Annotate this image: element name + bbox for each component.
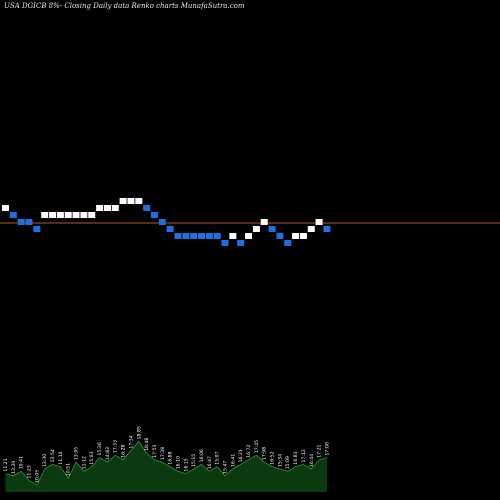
renko-brick-down: [17, 219, 25, 225]
renko-brick-down: [323, 226, 331, 232]
volume-label: 16:52: [270, 451, 276, 464]
renko-brick-up: [315, 219, 323, 225]
volume-label: 16:10: [175, 456, 181, 469]
volume-label: 13:30: [42, 454, 48, 467]
volume-label: 13:54: [50, 449, 56, 462]
volume-label: 15:09: [285, 456, 291, 469]
volume-label: 17:98: [262, 447, 268, 460]
volume-label: 18:48: [144, 438, 150, 451]
renko-brick-down: [205, 233, 213, 239]
volume-label: 10:41: [19, 456, 25, 469]
renko-brick-down: [143, 205, 151, 211]
volume-label: 16:28: [121, 444, 127, 457]
volume-label: 13:95: [74, 447, 80, 460]
volume-label: 15:34: [277, 454, 283, 467]
volume-area: [5, 441, 327, 492]
volume-label: 15:07: [215, 451, 221, 464]
volume-label: 17:38: [160, 447, 166, 460]
volume-label: 15:15: [191, 454, 197, 467]
volume-label: 16:47: [207, 456, 213, 469]
volume-label: 17:34: [128, 435, 134, 448]
volume-label: 15:36: [97, 442, 103, 455]
volume-label: 16:83: [293, 451, 299, 464]
volume-line: [5, 440, 328, 486]
volume-label: 11:23: [27, 465, 33, 478]
renko-brick-up: [299, 233, 307, 239]
renko-brick-down: [198, 233, 205, 239]
renko-brick-up: [307, 226, 315, 232]
renko-brick-up: [229, 233, 237, 239]
renko-brick-up: [127, 198, 135, 204]
renko-brick-down: [174, 233, 182, 239]
volume-label: 16:41: [230, 454, 236, 467]
volume-label: 18:85: [136, 426, 142, 439]
renko-brick-down: [182, 233, 190, 239]
renko-brick-up: [252, 226, 260, 232]
volume-label: 17:00: [324, 442, 330, 455]
volume-label: 16:06: [199, 449, 205, 462]
renko-brick-up: [135, 198, 143, 204]
renko-brick-up: [41, 212, 49, 218]
volume-label: 17:12: [301, 449, 307, 462]
volume-label: 17:53: [152, 444, 158, 457]
renko-brick-down: [190, 233, 198, 239]
renko-brick-up: [111, 205, 119, 211]
volume-label: 11:21: [3, 458, 9, 471]
volume-label: 16:72: [246, 444, 252, 457]
renko-brick-up: [2, 205, 9, 211]
volume-label: 16:21: [238, 449, 244, 462]
renko-brick-down: [268, 226, 276, 232]
volume-label: 11:12: [81, 456, 87, 469]
renko-brick-down: [33, 226, 41, 232]
renko-brick-up: [119, 198, 127, 204]
renko-brick-down: [276, 233, 284, 239]
volume-label: 16:44: [309, 454, 315, 467]
renko-brick-down: [237, 240, 245, 246]
renko-brick-up: [64, 212, 72, 218]
renko-brick-down: [158, 219, 166, 225]
chart-title: USA DGICB 8%- Closing Daily data Renko c…: [4, 2, 245, 10]
renko-brick-down: [166, 226, 174, 232]
volume-label: 15:03: [89, 451, 95, 464]
renko-brick-down: [25, 219, 33, 225]
renko-brick-up: [292, 233, 300, 239]
volume-label: 16:15: [183, 458, 189, 471]
volume-label: 10:51: [66, 463, 72, 476]
renko-brick-down: [213, 233, 221, 239]
volume-label: 17:45: [254, 440, 260, 453]
renko-brick-down: [150, 212, 158, 218]
renko-brick-down: [9, 212, 17, 218]
renko-brick-up: [245, 233, 253, 239]
renko-brick-up: [49, 212, 57, 218]
volume-label: 13:20: [11, 461, 17, 474]
volume-label: 11:14: [58, 451, 64, 464]
renko-brick-down: [221, 240, 229, 246]
renko-brick-up: [96, 205, 104, 211]
volume-label: 14:82: [105, 447, 111, 460]
brick-layer: [2, 198, 331, 246]
renko-brick-up: [88, 212, 96, 218]
volume-label: 17:33: [113, 440, 119, 453]
renko-brick-up: [80, 212, 88, 218]
renko-brick-up: [103, 205, 111, 211]
volume-label: 16:88: [168, 451, 174, 464]
volume-label: 10:05: [34, 470, 40, 483]
renko-brick-down: [284, 240, 292, 246]
volume-label: 17:21: [317, 444, 323, 457]
renko-brick-up: [72, 212, 80, 218]
volume-label: 15:47: [223, 461, 229, 474]
renko-brick-up: [56, 212, 64, 218]
renko-brick-up: [260, 219, 268, 225]
